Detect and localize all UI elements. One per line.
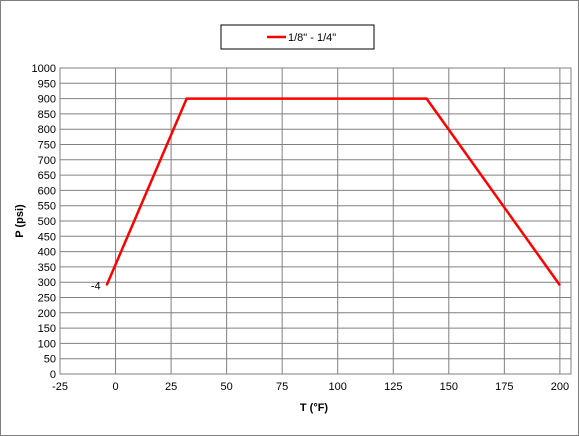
y-tick-label: 850: [38, 109, 56, 121]
data-point: [106, 284, 108, 286]
x-tick-label: 125: [384, 381, 402, 393]
y-tick-label: 600: [38, 185, 56, 197]
x-tick-label: 0: [112, 381, 118, 393]
y-tick-label: 150: [38, 323, 56, 335]
y-tick-label: 800: [38, 124, 56, 136]
x-tick-label: 100: [329, 381, 347, 393]
x-tick-label: 200: [551, 381, 569, 393]
y-tick-label: 750: [38, 140, 56, 152]
x-tick-label: 175: [495, 381, 513, 393]
x-tick-labels: -25 0 25 50 75 100 125 150 175 200: [52, 381, 569, 393]
y-tick-label: 700: [38, 155, 56, 167]
x-tick-label: 75: [276, 381, 288, 393]
y-tick-label: 250: [38, 293, 56, 305]
y-tick-label: 300: [38, 277, 56, 289]
series-line: [105, 97, 561, 286]
x-tick-label: -25: [52, 381, 68, 393]
y-tick-label: 50: [44, 354, 56, 366]
y-tick-label: 900: [38, 94, 56, 106]
y-tick-label: 500: [38, 216, 56, 228]
y-gridlines: [60, 67, 571, 375]
y-tick-label: 350: [38, 262, 56, 274]
y-tick-label: 100: [38, 338, 56, 350]
y-axis-title: P (psi): [14, 204, 26, 238]
y-tick-label: 0: [50, 369, 56, 381]
annotations-layer: -4: [91, 280, 101, 292]
x-tick-label: 50: [221, 381, 233, 393]
y-tick-label: 450: [38, 231, 56, 243]
legend-label: 1/8" - 1/4": [288, 32, 336, 44]
y-tick-label: 950: [38, 78, 56, 90]
legend: 1/8" - 1/4": [220, 24, 375, 50]
y-tick-label: 1000: [32, 63, 56, 75]
y-tick-labels: 0 50 100 150 200 250 300 350 400 450 500 550 600 650 7…: [32, 63, 56, 381]
y-tick-label: 200: [38, 308, 56, 320]
x-tick-label: 150: [440, 381, 458, 393]
data-point: [559, 284, 561, 286]
annotation-label: -4: [91, 280, 101, 292]
data-point: [186, 98, 188, 100]
series-layer: [105, 97, 561, 286]
legend-box: [220, 24, 375, 50]
x-axis-title: T (°F): [300, 402, 329, 414]
y-tick-label: 650: [38, 170, 56, 182]
data-point: [426, 98, 428, 100]
y-tick-label: 400: [38, 247, 56, 259]
x-tick-label: 25: [165, 381, 177, 393]
y-tick-label: 550: [38, 201, 56, 213]
